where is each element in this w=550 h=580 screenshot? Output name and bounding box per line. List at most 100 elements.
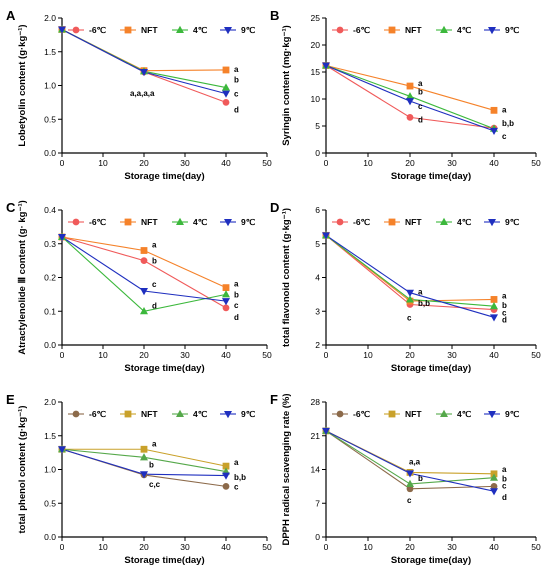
legend-entry-label: 9℃ <box>505 409 520 419</box>
legend-entry-label: 4℃ <box>193 217 208 227</box>
x-tick-label: 50 <box>531 350 541 360</box>
legend-entry-label: 9℃ <box>241 217 256 227</box>
legend-marker <box>440 217 448 225</box>
legend-marker <box>488 219 496 227</box>
data-point <box>406 92 414 100</box>
y-axis-label: DPPH radical scavenging rate (%) <box>281 393 292 545</box>
significance-label: a <box>152 241 157 250</box>
y-tick-label: 2 <box>315 340 320 350</box>
axis-lines <box>61 18 267 154</box>
x-tick-label: 40 <box>221 158 231 168</box>
legend-marker <box>336 26 344 34</box>
data-point <box>140 471 148 479</box>
y-tick-label: 20 <box>311 40 321 50</box>
panel-letter: F <box>270 392 278 407</box>
legend-entry-label: 9℃ <box>505 217 520 227</box>
legend-marker <box>488 27 496 35</box>
y-tick-label: 0.1 <box>44 306 56 316</box>
y-axis-label: Atractylenolide Ⅲ content (g· kg⁻¹) <box>17 200 28 355</box>
significance-label: d <box>152 301 157 310</box>
significance-label: d <box>418 115 423 124</box>
y-tick-label: 0 <box>315 532 320 542</box>
x-tick-label: 50 <box>262 158 272 168</box>
data-point <box>406 289 414 297</box>
x-tick-label: 10 <box>363 542 373 552</box>
x-tick-label: 50 <box>531 158 541 168</box>
y-tick-label: 1.5 <box>44 47 56 57</box>
legend-marker <box>124 218 132 226</box>
x-tick-label: 50 <box>531 542 541 552</box>
x-tick-label: 30 <box>447 158 457 168</box>
significance-label: d <box>502 315 507 324</box>
chart-panel-c: C 0 10 20 30 40 50 0.0 0.1 0.2 0.3 0.4 Storage time(… <box>6 200 272 374</box>
x-tick-label: 50 <box>262 542 272 552</box>
x-tick-label: 30 <box>447 542 457 552</box>
y-tick-label: 0.0 <box>44 532 56 542</box>
legend-marker <box>336 410 344 418</box>
y-tick-label: 0.0 <box>44 148 56 158</box>
significance-label: a,a,a,a <box>130 89 155 98</box>
data-point <box>222 90 230 98</box>
significance-label: c <box>502 132 507 141</box>
significance-label: a,a <box>409 457 421 466</box>
data-point <box>222 482 230 490</box>
y-tick-label: 5 <box>315 239 320 249</box>
x-axis-label: Storage time(day) <box>124 363 204 374</box>
data-point <box>406 113 414 121</box>
y-axis-label: Lobetyolin content (g·kg⁻¹) <box>17 24 28 146</box>
legend-entry-label: 9℃ <box>241 25 256 35</box>
significance-label: b <box>502 475 507 484</box>
chart-panel-e: E 0 10 20 30 40 50 0.0 0.5 1.0 1.5 2.0 Storage time(… <box>6 392 272 566</box>
significance-label: a <box>234 65 239 74</box>
y-tick-label: 3 <box>315 306 320 316</box>
x-tick-label: 0 <box>324 542 329 552</box>
data-point <box>406 479 414 487</box>
x-tick-label: 10 <box>98 350 108 360</box>
panel-letter: A <box>6 8 16 23</box>
x-tick-label: 30 <box>180 350 190 360</box>
x-tick-label: 0 <box>324 158 329 168</box>
data-point <box>322 427 330 436</box>
y-tick-label: 0.4 <box>44 205 56 215</box>
data-point <box>222 98 230 106</box>
significance-label: c <box>502 309 507 318</box>
chart-panel-f: F 0 10 20 30 40 50 0 7 14 21 28 Storage time(day) DPP… <box>270 392 541 566</box>
y-tick-label: 2.0 <box>44 13 56 23</box>
x-tick-label: 20 <box>405 158 415 168</box>
x-tick-label: 30 <box>447 350 457 360</box>
x-tick-label: 10 <box>98 542 108 552</box>
legend: -6℃ NFT 4℃ 9℃ <box>332 217 520 227</box>
data-point <box>490 488 498 496</box>
significance-label: c <box>502 481 507 490</box>
chart-panel-a: A 0 10 20 30 40 50 0.0 0.5 1.0 1.5 2.0 Storage time(… <box>6 8 272 182</box>
panel-letter: C <box>6 200 16 215</box>
significance-label: c <box>407 496 412 505</box>
significance-label: b <box>502 301 507 310</box>
legend-entry-label: 9℃ <box>505 25 520 35</box>
data-point <box>58 26 66 34</box>
legend-marker <box>176 25 184 33</box>
legend-marker <box>72 218 80 226</box>
data-point <box>140 288 148 296</box>
chart-panel-b: B 0 10 20 30 40 50 0 5 10 15 20 25 Storage time(day) S… <box>270 8 541 182</box>
y-axis-label: total flavonoid content (g·kg⁻¹) <box>281 208 292 347</box>
significance-label: c <box>234 482 239 491</box>
legend-marker <box>72 410 80 418</box>
data-point <box>222 472 230 480</box>
legend-entry-label: NFT <box>141 25 158 35</box>
y-tick-label: 4 <box>315 273 320 283</box>
legend: -6℃ NFT 4℃ 9℃ <box>68 25 256 35</box>
legend-marker <box>388 410 396 418</box>
data-point <box>322 62 330 70</box>
data-point <box>140 69 148 77</box>
y-tick-label: 0.0 <box>44 340 56 350</box>
legend-marker <box>388 218 396 226</box>
legend-entry-label: -6℃ <box>89 217 107 227</box>
y-tick-label: 1.0 <box>44 465 56 475</box>
data-point <box>140 247 148 254</box>
x-tick-label: 10 <box>98 158 108 168</box>
significance-label: b <box>149 460 154 469</box>
legend-entry-label: 4℃ <box>457 25 472 35</box>
data-point <box>490 296 498 303</box>
